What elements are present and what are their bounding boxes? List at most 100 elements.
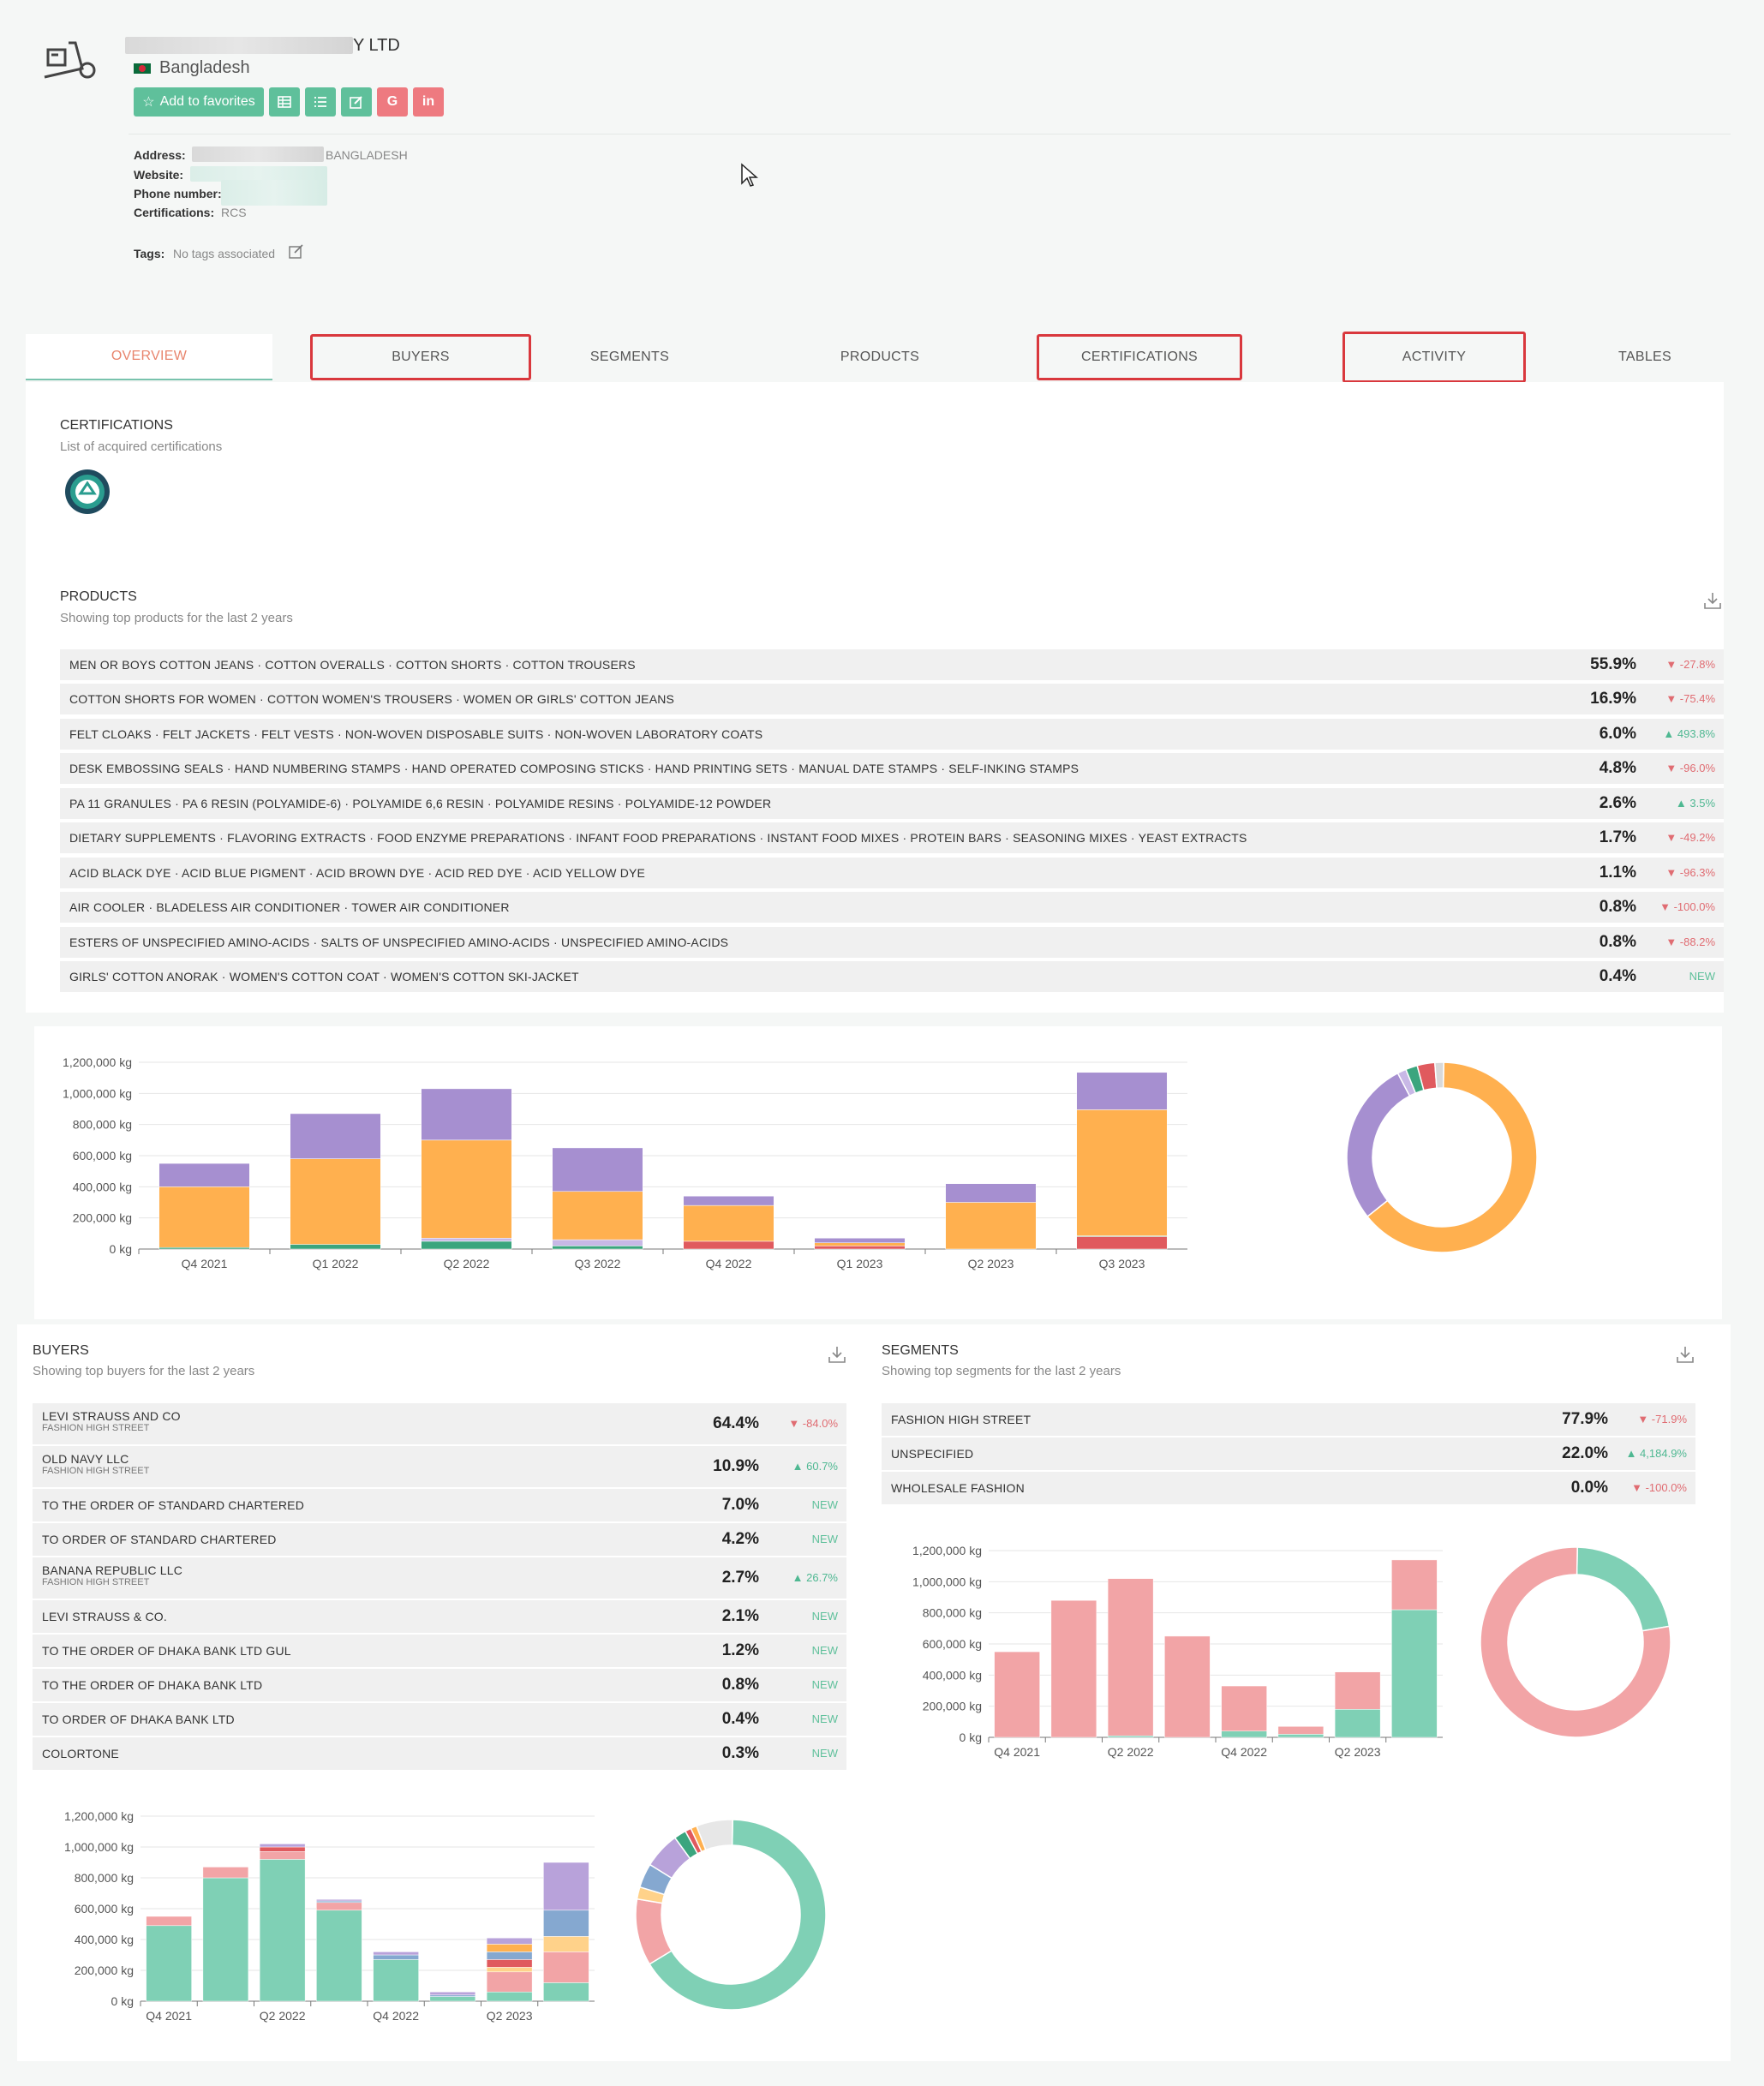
- bar-segment[interactable]: [146, 1916, 192, 1927]
- bar-segment[interactable]: [316, 1902, 362, 1911]
- bar-segment[interactable]: [1076, 1072, 1168, 1110]
- bar-segment[interactable]: [945, 1183, 1037, 1203]
- bar-segment[interactable]: [259, 1859, 306, 2002]
- bar-segment[interactable]: [259, 1844, 306, 1848]
- donut-slice[interactable]: [1346, 1072, 1411, 1218]
- segment-row[interactable]: WHOLESALE FASHION 0.0% ▼ -100.0%: [882, 1472, 1695, 1504]
- bar-segment[interactable]: [1334, 1709, 1381, 1738]
- donut-slice[interactable]: [649, 1819, 827, 2011]
- product-row[interactable]: AIR COOLER · BLADELESS AIR CONDITIONER ·…: [60, 892, 1724, 923]
- bar-segment[interactable]: [1050, 1599, 1097, 1738]
- bar-segment[interactable]: [421, 1240, 512, 1250]
- bar-segment[interactable]: [316, 1900, 362, 1904]
- product-row[interactable]: FELT CLOAKS · FELT JACKETS · FELT VESTS …: [60, 719, 1724, 750]
- product-row[interactable]: ACID BLACK DYE · ACID BLUE PIGMENT · ACI…: [60, 858, 1724, 888]
- bar-segment[interactable]: [290, 1244, 381, 1250]
- buyer-row[interactable]: TO THE ORDER OF STANDARD CHARTERED 7.0% NE…: [33, 1489, 846, 1521]
- bar-segment[interactable]: [552, 1147, 643, 1192]
- bar-segment[interactable]: [421, 1238, 512, 1242]
- segment-row[interactable]: FASHION HIGH STREET 77.9% ▼ -71.9%: [882, 1403, 1695, 1436]
- bar-segment[interactable]: [945, 1202, 1037, 1250]
- bar-segment[interactable]: [429, 1996, 476, 2002]
- donut-slice[interactable]: [1480, 1546, 1671, 1738]
- bar-segment[interactable]: [421, 1139, 512, 1239]
- buyer-row[interactable]: COLORTONE 0.3% NEW: [33, 1737, 846, 1770]
- bar-segment[interactable]: [1076, 1109, 1168, 1236]
- bar-segment[interactable]: [552, 1239, 643, 1246]
- bar-segment[interactable]: [486, 1967, 533, 1973]
- bar-segment[interactable]: [373, 1952, 419, 1956]
- bar-segment[interactable]: [1277, 1726, 1324, 1735]
- bar-segment[interactable]: [1107, 1578, 1154, 1736]
- product-row[interactable]: DESK EMBOSSING SEALS · HAND NUMBERING ST…: [60, 753, 1724, 784]
- edit-tags-icon[interactable]: [288, 242, 305, 264]
- rcs-certification-badge-icon[interactable]: [63, 468, 111, 520]
- bar-segment[interactable]: [290, 1158, 381, 1245]
- bar-segment[interactable]: [1391, 1609, 1438, 1738]
- donut-slice[interactable]: [1366, 1061, 1538, 1253]
- bar-segment[interactable]: [486, 1959, 533, 1968]
- bar-segment[interactable]: [683, 1195, 774, 1206]
- bar-segment[interactable]: [486, 1944, 533, 1952]
- bar-segment[interactable]: [290, 1113, 381, 1159]
- bar-segment[interactable]: [1076, 1236, 1168, 1250]
- bar-segment[interactable]: [202, 1877, 249, 2002]
- add-to-favorites-button[interactable]: ☆ Add to favorites: [134, 87, 264, 117]
- bar-segment[interactable]: [543, 1910, 589, 1937]
- bar-segment[interactable]: [994, 1651, 1040, 1738]
- bar-segment[interactable]: [1221, 1685, 1267, 1731]
- tab-segments[interactable]: SEGMENTS: [589, 350, 670, 364]
- bar-segment[interactable]: [429, 1994, 476, 1997]
- buyer-row[interactable]: TO ORDER OF DHAKA BANK LTD 0.4% NEW: [33, 1703, 846, 1736]
- bar-segment[interactable]: [814, 1246, 906, 1250]
- donut-slice[interactable]: [1576, 1546, 1671, 1632]
- buyer-row[interactable]: TO THE ORDER OF DHAKA BANK LTD GUL 1.2% NE…: [33, 1635, 846, 1667]
- buyer-row[interactable]: TO ORDER OF STANDARD CHARTERED 4.2% NEW: [33, 1523, 846, 1556]
- buyer-row[interactable]: LEVI STRAUSS AND CO FASHION HIGH STREET 64…: [33, 1403, 846, 1444]
- bar-segment[interactable]: [259, 1846, 306, 1852]
- bar-segment[interactable]: [158, 1246, 250, 1250]
- segments-download-icon[interactable]: [1676, 1345, 1695, 1364]
- product-row[interactable]: PA 11 GRANULES · PA 6 RESIN (POLYAMIDE-6…: [60, 788, 1724, 819]
- bar-segment[interactable]: [486, 1952, 533, 1960]
- edit-button[interactable]: [341, 87, 372, 117]
- bar-segment[interactable]: [202, 1867, 249, 1879]
- donut-slice[interactable]: [1433, 1061, 1444, 1090]
- bar-segment[interactable]: [1391, 1559, 1438, 1611]
- bar-segment[interactable]: [373, 1954, 419, 1960]
- bar-segment[interactable]: [552, 1246, 643, 1250]
- donut-slice[interactable]: [696, 1819, 733, 1851]
- bar-segment[interactable]: [486, 1991, 533, 2002]
- bar-segment[interactable]: [158, 1163, 250, 1187]
- bar-segment[interactable]: [1221, 1730, 1267, 1738]
- products-download-icon[interactable]: [1703, 591, 1722, 610]
- bar-segment[interactable]: [814, 1238, 906, 1243]
- product-row[interactable]: DIETARY SUPPLEMENTS · FLAVORING EXTRACTS…: [60, 822, 1724, 853]
- bar-segment[interactable]: [1164, 1635, 1211, 1738]
- bar-segment[interactable]: [543, 1862, 589, 1911]
- product-row[interactable]: GIRLS' COTTON ANORAK · WOMEN'S COTTON CO…: [60, 961, 1724, 992]
- bar-segment[interactable]: [552, 1191, 643, 1240]
- google-search-button[interactable]: G: [377, 87, 408, 117]
- bar-segment[interactable]: [543, 1982, 589, 2002]
- linkedin-button[interactable]: in: [413, 87, 444, 117]
- product-row[interactable]: ESTERS OF UNSPECIFIED AMINO-ACIDS · SALT…: [60, 927, 1724, 958]
- buyer-row[interactable]: LEVI STRAUSS & CO. 2.1% NEW: [33, 1600, 846, 1633]
- tab-buyers[interactable]: BUYERS: [310, 334, 531, 380]
- bar-segment[interactable]: [259, 1851, 306, 1860]
- bar-segment[interactable]: [814, 1242, 906, 1246]
- tab-activity[interactable]: ACTIVITY: [1342, 332, 1526, 383]
- donut-slice[interactable]: [635, 1898, 673, 1965]
- website-redacted[interactable]: [190, 166, 327, 182]
- bar-segment[interactable]: [429, 1991, 476, 1996]
- buyers-download-icon[interactable]: [828, 1345, 846, 1364]
- bar-segment[interactable]: [486, 1971, 533, 1993]
- list-view-button[interactable]: [305, 87, 336, 117]
- product-row[interactable]: MEN OR BOYS COTTON JEANS · COTTON OVERAL…: [60, 649, 1724, 680]
- bar-segment[interactable]: [373, 1959, 419, 2002]
- tab-certifications[interactable]: CERTIFICATIONS: [1037, 334, 1242, 380]
- segment-row[interactable]: UNSPECIFIED 22.0% ▲ 4,184.9%: [882, 1437, 1695, 1470]
- product-row[interactable]: COTTON SHORTS FOR WOMEN · COTTON WOMEN'S…: [60, 684, 1724, 714]
- bar-segment[interactable]: [316, 1898, 362, 1902]
- bar-segment[interactable]: [543, 1936, 589, 1952]
